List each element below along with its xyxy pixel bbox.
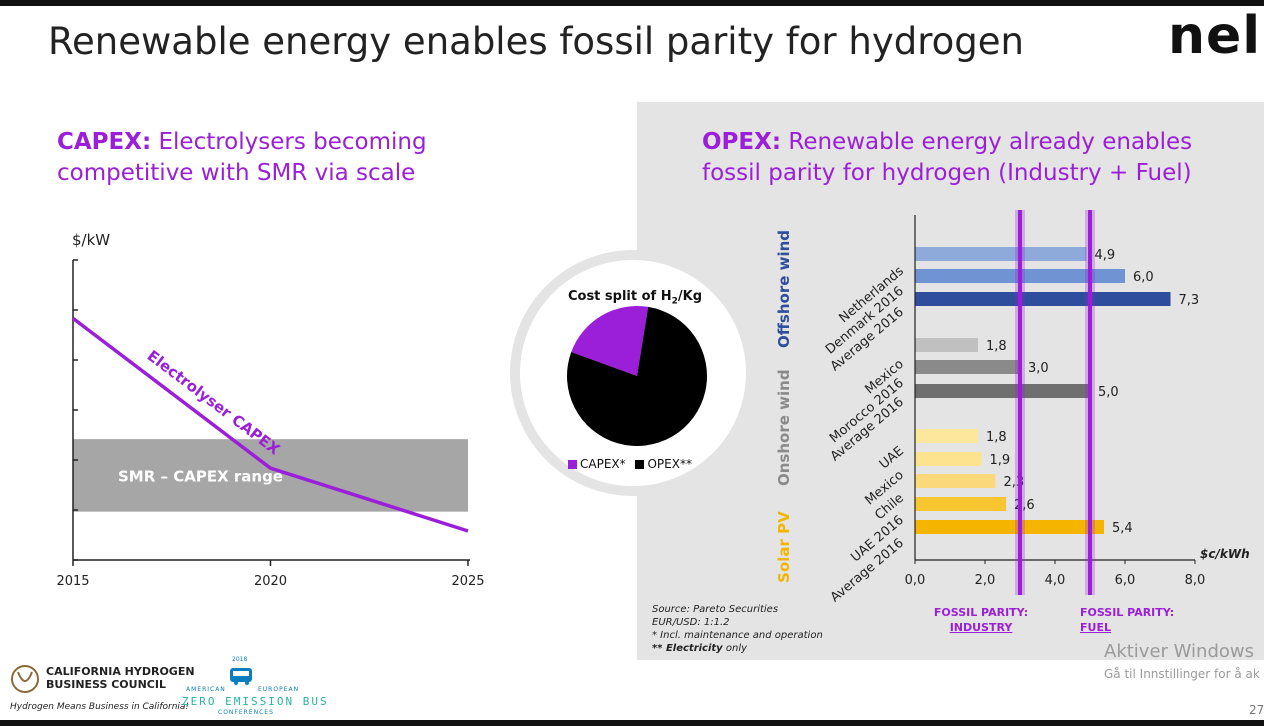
page-number: 27 [1249, 703, 1264, 717]
group-label-solar: Solar PV [775, 511, 793, 583]
pie-title: Cost split of H2/Kg [555, 289, 715, 307]
bus-main: ZERO EMISSION BUS [182, 695, 329, 708]
bar-label-2: 7,3 [1179, 293, 1200, 308]
pie-title-sub: 2 [671, 296, 678, 307]
bar-4 [915, 360, 1020, 374]
watermark-line2: Gå til Innstillinger for å ak [1104, 667, 1260, 681]
capex-heading: CAPEX: Electrolysers becoming competitiv… [57, 127, 427, 189]
parity-fuel-line1: FOSSIL PARITY: [1080, 606, 1175, 619]
pie-title-prefix: Cost split of H [567, 289, 672, 304]
pie-slice-capex [571, 306, 649, 376]
bar-label-3: 1,8 [986, 339, 1007, 354]
bus-icon [230, 668, 252, 685]
note-exchange: EUR/USD: 1:1.2 [652, 617, 730, 628]
opex-x-tick-label: 2,0 [975, 573, 996, 588]
group-label-offshore: Offshore wind [775, 229, 793, 348]
parity-industry-label: FOSSIL PARITY: INDUSTRY [926, 605, 1036, 635]
bus-left: AMERICAN [186, 686, 226, 693]
bar-10 [915, 520, 1104, 534]
note-source: Source: Pareto Securities [652, 604, 779, 615]
bar-label-7: 1,9 [990, 453, 1011, 468]
capex-x-tick-label: 2015 [56, 574, 89, 589]
opex-x-tick-label: 6,0 [1115, 573, 1136, 588]
bus-right: EUROPEAN [258, 686, 300, 693]
legend-opex-swatch [635, 460, 645, 469]
bus-sub: CONFERENCES [218, 709, 274, 716]
group-label-onshore: Onshore wind [775, 369, 793, 486]
chbc-logo-icon [11, 665, 39, 693]
note-opex-bold: ** Electricity [652, 643, 723, 654]
bus-year: 2018 [232, 656, 248, 663]
smr-capex-band-label: SMR – CAPEX range [118, 467, 283, 485]
smr-capex-band [73, 439, 468, 512]
parity-line-1 [1088, 210, 1092, 595]
capex-heading-line1: Electrolysers becoming [158, 129, 427, 155]
opex-heading-line2: fossil parity for hydrogen (Industry + F… [702, 160, 1192, 186]
legend-capex-swatch [568, 460, 577, 469]
nel-logo: nel [1168, 6, 1262, 66]
opex-x-tick-label: 0,0 [905, 573, 926, 588]
opex-x-axis-label: $c/kWh [1200, 547, 1250, 561]
bar-label-4: 3,0 [1028, 361, 1049, 376]
bar-8 [915, 474, 996, 488]
capex-x-tick-label: 2025 [451, 574, 484, 589]
bar-0 [915, 247, 1087, 261]
chbc-name: California Hydrogen Business Council [46, 665, 195, 691]
pie-legend: CAPEX* OPEX** [568, 457, 692, 471]
bar-label-1: 6,0 [1133, 270, 1154, 285]
bar-5 [915, 384, 1090, 398]
bar-3 [915, 338, 978, 352]
bar-6 [915, 429, 978, 443]
capex-y-label: $/kW [72, 231, 110, 249]
bar-label-10: 5,4 [1112, 521, 1133, 536]
parity-line-0 [1018, 210, 1022, 595]
parity-industry-line1: FOSSIL PARITY: [933, 606, 1029, 619]
bar-label-5: 5,0 [1098, 385, 1119, 400]
slide-title: Renewable energy enables fossil parity f… [48, 20, 1024, 63]
bar-label-6: 1,8 [986, 430, 1007, 445]
opex-x-tick-label: 4,0 [1045, 573, 1066, 588]
cost-split-pie [567, 306, 707, 446]
chbc-line2: Business Council [46, 678, 166, 691]
note-opex: only [725, 643, 748, 654]
opex-x-tick-label: 8,0 [1185, 573, 1206, 588]
chbc-tagline: Hydrogen Means Business in California! [10, 702, 190, 712]
capex-heading-bold: CAPEX: [57, 129, 152, 155]
opex-bar-chart: 4,96,07,31,83,05,01,81,92,32,65,40,0 2,0 4… [905, 210, 1250, 595]
legend-capex-label: CAPEX* [580, 457, 626, 471]
parity-fuel-label: FOSSIL PARITY: FUEL [1070, 605, 1190, 635]
bar-2 [915, 292, 1171, 306]
watermark-line1: Aktiver Windows [1104, 641, 1254, 662]
electrolyser-capex-line [71, 316, 469, 533]
bar-label-0: 4,9 [1095, 248, 1116, 263]
pie-slice-opex [567, 306, 707, 446]
parity-industry-line2: INDUSTRY [949, 621, 1013, 634]
capex-heading-line2: competitive with SMR via scale [57, 160, 416, 186]
opex-heading-bold: OPEX: [702, 129, 782, 155]
source-notes: Source: Pareto Securities EUR/USD: 1:1.2… [652, 603, 823, 655]
legend-opex-label: OPEX** [647, 457, 692, 471]
capex-x-tick-label: 2020 [254, 574, 287, 589]
bottom-bar [0, 720, 1264, 726]
bar-9 [915, 497, 1006, 511]
note-capex: * Incl. maintenance and operation [652, 630, 823, 641]
chbc-line1: California Hydrogen [46, 665, 195, 678]
parity-fuel-line2: FUEL [1080, 621, 1111, 634]
bar-7 [915, 452, 982, 466]
opex-heading: OPEX: Renewable energy already enables f… [702, 127, 1192, 189]
pie-title-suffix: /Kg [677, 289, 703, 304]
top-bar [0, 0, 1264, 6]
opex-heading-line1: Renewable energy already enables [788, 129, 1193, 155]
